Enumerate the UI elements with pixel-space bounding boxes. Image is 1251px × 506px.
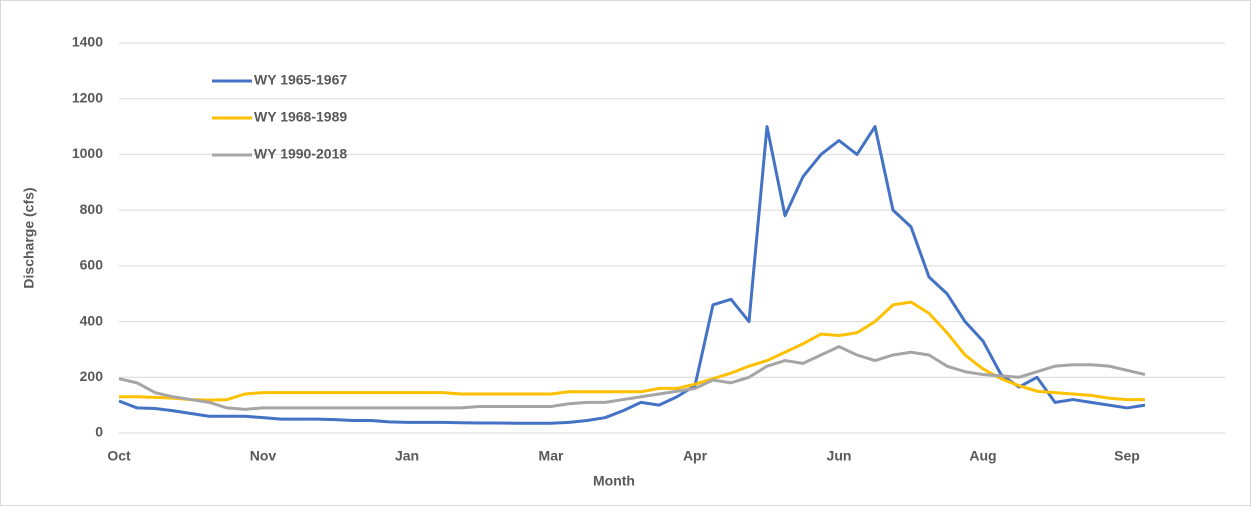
data-line: [118, 125, 1146, 425]
y-tick-label: 1000: [72, 145, 103, 161]
y-tick-label: 1400: [72, 34, 103, 50]
y-axis-title: Discharge (cfs): [21, 187, 37, 288]
data-line: [119, 300, 1145, 402]
x-tick-label: Jan: [395, 448, 419, 464]
y-tick-label: 0: [95, 424, 103, 440]
x-axis-title: Month: [593, 473, 635, 489]
legend-label: WY 1965-1967: [254, 72, 347, 88]
x-tick-label: Jun: [827, 448, 852, 464]
x-tick-label: Mar: [539, 448, 564, 464]
x-tick-label: Aug: [969, 448, 996, 464]
legend-label: WY 1968-1989: [254, 109, 347, 125]
y-tick-label: 400: [80, 312, 104, 328]
y-tick-label: 600: [80, 257, 104, 273]
x-tick-label: Sep: [1114, 448, 1140, 464]
y-tick-label: 1200: [72, 89, 103, 105]
y-tick-label: 200: [80, 368, 104, 384]
x-tick-label: Nov: [250, 448, 277, 464]
y-tick-label: 800: [80, 201, 104, 217]
x-tick-label: Apr: [683, 448, 708, 464]
data-line: [118, 345, 1146, 411]
x-tick-label: Oct: [107, 448, 131, 464]
legend-label: WY 1990-2018: [254, 146, 347, 162]
